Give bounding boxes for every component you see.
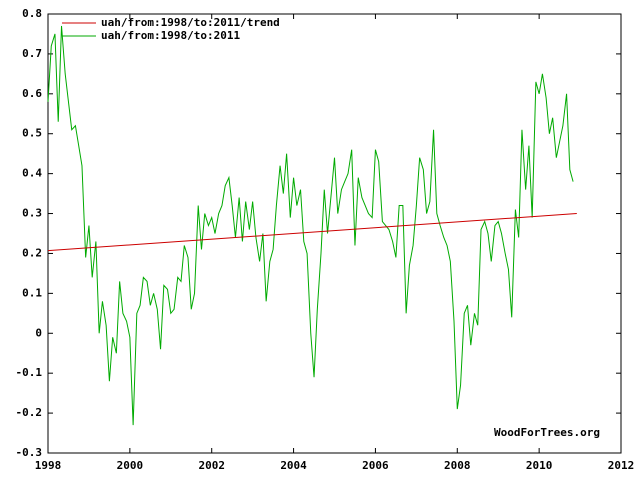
x-tick-label: 2008 bbox=[444, 459, 471, 472]
y-tick-label: 0 bbox=[35, 326, 42, 339]
x-tick-label: 2010 bbox=[526, 459, 553, 472]
legend-label: uah/from:1998/to:2011/trend bbox=[101, 16, 280, 29]
x-tick-label: 2012 bbox=[608, 459, 635, 472]
watermark: WoodForTrees.org bbox=[494, 426, 600, 439]
series-line bbox=[47, 25, 574, 426]
y-tick-label: 0.5 bbox=[22, 127, 42, 140]
x-tick-label: 2006 bbox=[362, 459, 389, 472]
y-tick-label: 0.3 bbox=[22, 207, 42, 220]
y-tick-label: -0.3 bbox=[16, 446, 43, 459]
x-tick-label: 2002 bbox=[198, 459, 225, 472]
y-tick-label: 0.1 bbox=[22, 286, 42, 299]
x-tick-label: 1998 bbox=[35, 459, 62, 472]
x-tick-label: 2000 bbox=[117, 459, 144, 472]
y-tick-label: -0.1 bbox=[16, 366, 43, 379]
y-tick-label: -0.2 bbox=[16, 406, 43, 419]
x-tick-label: 2004 bbox=[280, 459, 307, 472]
y-tick-label: 0.7 bbox=[22, 47, 42, 60]
series-line bbox=[47, 213, 577, 252]
y-tick-label: 0.2 bbox=[22, 246, 42, 259]
y-tick-label: 0.8 bbox=[22, 7, 42, 20]
plot-frame bbox=[47, 13, 622, 454]
y-tick-label: 0.6 bbox=[22, 87, 42, 100]
y-tick-label: 0.4 bbox=[22, 167, 42, 180]
legend-label: uah/from:1998/to:2011 bbox=[101, 29, 240, 42]
